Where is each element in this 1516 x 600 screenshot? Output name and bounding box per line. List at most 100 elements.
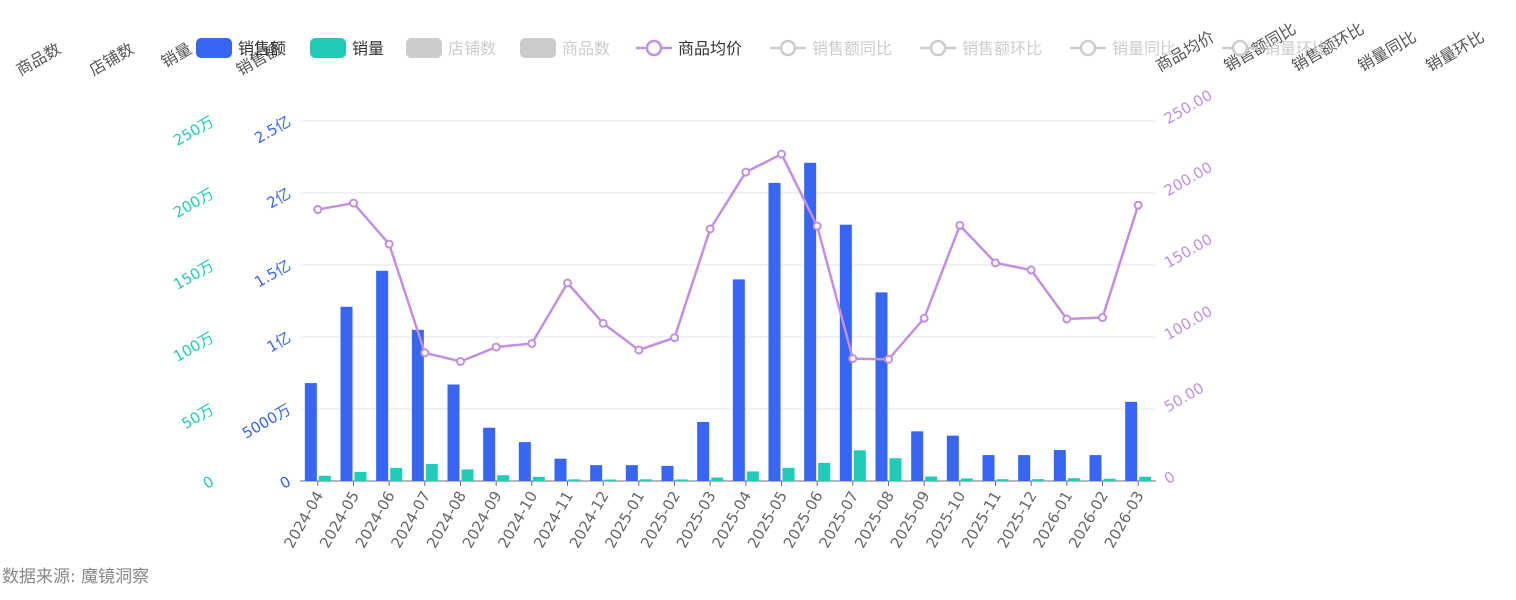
legend-label: 销量环比 xyxy=(1264,39,1328,58)
avg-price-point[interactable] xyxy=(848,354,858,364)
axis-ticks: 0 5000万 1亿 1.5亿 2亿 2.5亿 0 50万 100万 150万 200万 250万 0 5… xyxy=(170,86,1215,493)
sales-amount-bar[interactable] xyxy=(411,329,424,481)
sales-amount-bar[interactable] xyxy=(697,421,710,481)
sales-volume-bar[interactable] xyxy=(390,468,403,481)
legend-label: 销售额 xyxy=(238,39,286,58)
legend-item[interactable]: 销量同比 xyxy=(1070,39,1176,58)
sales-amount-bar[interactable] xyxy=(982,455,995,481)
avg-price-point[interactable] xyxy=(384,239,394,249)
sales-amount-bar[interactable] xyxy=(304,383,317,481)
avg-price-point[interactable] xyxy=(777,149,786,159)
avg-price-point[interactable] xyxy=(420,348,430,358)
avg-price-point[interactable] xyxy=(670,333,679,343)
avg-price-point[interactable] xyxy=(705,224,715,234)
right-axis-name: 销量环比 xyxy=(1423,27,1488,75)
sales-volume-bar[interactable] xyxy=(746,471,759,481)
left-axis-name: 商品数 xyxy=(13,39,64,79)
avg-price-point[interactable] xyxy=(1133,200,1143,210)
avg-price-point[interactable] xyxy=(812,221,822,231)
sales-volume-bar[interactable] xyxy=(1139,476,1152,481)
sales-volume-bar[interactable] xyxy=(354,471,367,481)
sales-volume-bar[interactable] xyxy=(318,475,331,481)
sales-volume-bar[interactable] xyxy=(782,467,795,481)
sales-amount-bar[interactable] xyxy=(732,279,745,481)
legend-item[interactable]: 商品均价 xyxy=(636,39,742,58)
avg-price-point[interactable] xyxy=(491,342,501,352)
sales-volume-bar[interactable] xyxy=(853,450,866,481)
sales-amount-bar[interactable] xyxy=(554,458,567,481)
avg-price-point[interactable] xyxy=(349,198,358,208)
grid-lines xyxy=(300,120,1156,482)
legend-bar-icon xyxy=(310,38,346,58)
avg-price-point[interactable] xyxy=(741,167,751,177)
legend-item[interactable]: 销售额 xyxy=(196,38,286,58)
avg-price-axis-tick: 200.00 xyxy=(1161,158,1215,200)
sales-amount-bar[interactable] xyxy=(875,292,888,481)
avg-price-axis-tick: 0 xyxy=(1161,468,1178,488)
legend-item[interactable]: 销量环比 xyxy=(1222,39,1328,58)
sales-volume-bar[interactable] xyxy=(532,476,545,481)
sales-volume-bar[interactable] xyxy=(925,476,938,481)
sales-amount-bar[interactable] xyxy=(661,465,674,481)
sales-amount-bar[interactable] xyxy=(483,427,496,481)
sales-volume-bar[interactable] xyxy=(425,463,438,481)
sales-volume-bar[interactable] xyxy=(1032,479,1045,481)
legend-label: 销量同比 xyxy=(1112,39,1176,58)
sales-amount-bar[interactable] xyxy=(518,442,531,481)
sales-volume-bar[interactable] xyxy=(461,469,474,481)
sales-volume-axis-tick: 0 xyxy=(200,472,217,492)
sales-volume-bar[interactable] xyxy=(889,458,902,481)
sales-volume-bar[interactable] xyxy=(711,477,724,481)
avg-price-point[interactable] xyxy=(919,313,929,323)
avg-price-point[interactable] xyxy=(598,318,608,328)
sales-volume-bar[interactable] xyxy=(675,479,688,481)
sales-volume-bar[interactable] xyxy=(818,462,831,481)
sales-amount-bar[interactable] xyxy=(1018,455,1031,481)
sales-amount-bar[interactable] xyxy=(447,384,460,481)
sales-volume-bar[interactable] xyxy=(497,475,510,481)
bars xyxy=(304,162,1152,482)
sales-volume-bar[interactable] xyxy=(604,479,617,481)
avg-price-point[interactable] xyxy=(884,354,893,364)
legend-item[interactable]: 销量 xyxy=(310,38,384,58)
sales-volume-bar[interactable] xyxy=(960,478,973,481)
sales-amount-bar[interactable] xyxy=(911,431,924,481)
avg-price-point[interactable] xyxy=(563,278,572,288)
avg-price-point[interactable] xyxy=(955,220,965,230)
sales-amount-bar[interactable] xyxy=(340,306,353,481)
avg-price-point[interactable] xyxy=(1062,314,1072,324)
sales-volume-axis-tick: 50万 xyxy=(178,400,217,433)
sales-amount-bar[interactable] xyxy=(590,465,603,481)
avg-price-point[interactable] xyxy=(456,356,465,366)
avg-price-point[interactable] xyxy=(1098,313,1107,323)
avg-price-point[interactable] xyxy=(634,345,644,355)
sales-volume-bar[interactable] xyxy=(1067,478,1080,481)
sales-amount-bar[interactable] xyxy=(839,224,852,481)
legend-bar-icon xyxy=(196,38,232,58)
sales-amount-bar[interactable] xyxy=(625,465,638,481)
sales-volume-bar[interactable] xyxy=(568,479,581,481)
avg-price-point[interactable] xyxy=(313,205,323,215)
sales-amount-bar[interactable] xyxy=(768,182,781,482)
sales-volume-bar[interactable] xyxy=(639,479,652,481)
legend-item[interactable]: 销售额环比 xyxy=(920,39,1042,58)
sales-amount-bar[interactable] xyxy=(1125,401,1138,481)
sales-volume-bar[interactable] xyxy=(1103,478,1116,481)
sales-amount-bar[interactable] xyxy=(804,162,817,481)
avg-price-point[interactable] xyxy=(527,338,537,348)
sales-volume-axis-tick: 250万 xyxy=(170,112,217,149)
legend-item[interactable]: 商品数 xyxy=(520,38,610,58)
avg-price-axis-tick: 100.00 xyxy=(1161,302,1215,344)
avg-price-axis-tick: 250.00 xyxy=(1161,86,1215,128)
sales-volume-bar[interactable] xyxy=(996,479,1009,481)
sales-amount-bar[interactable] xyxy=(1053,450,1066,481)
sales-amount-bar[interactable] xyxy=(946,435,959,481)
legend-item[interactable]: 销售额同比 xyxy=(770,39,892,58)
sales-amount-bar[interactable] xyxy=(376,270,389,481)
sales-amount-bar[interactable] xyxy=(1089,455,1102,481)
avg-price-point[interactable] xyxy=(991,258,1000,268)
avg-price-point[interactable] xyxy=(1026,265,1036,275)
sales-amount-axis-tick: 2.5亿 xyxy=(251,112,294,147)
legend-item[interactable]: 店铺数 xyxy=(406,38,496,58)
sales-amount-axis-tick: 1.5亿 xyxy=(251,256,294,291)
